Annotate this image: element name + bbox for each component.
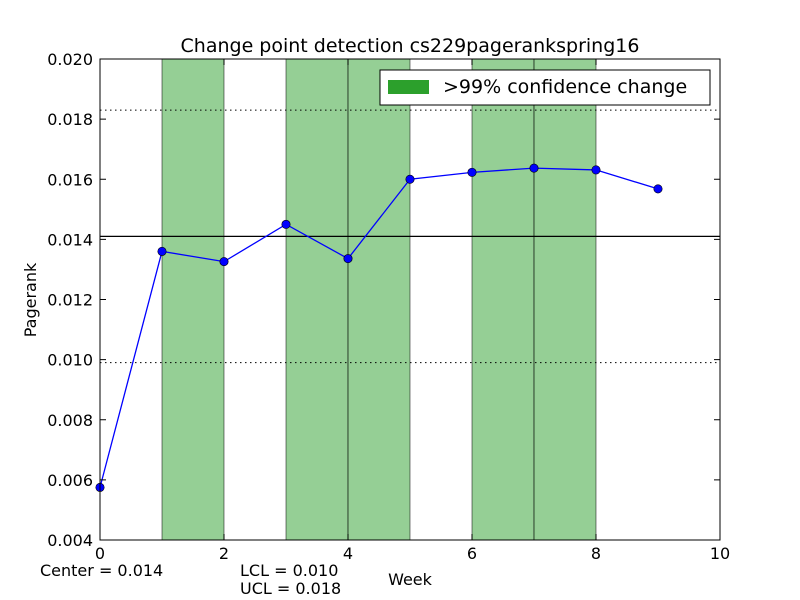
data-point-9 [653, 184, 663, 194]
ucl-annotation: UCL = 0.018 [240, 579, 341, 598]
lcl-annotation: LCL = 0.010 [240, 561, 338, 580]
y-tick-label-0: 0.004 [47, 531, 93, 550]
data-point-7 [529, 163, 539, 173]
y-axis-label: Pagerank [21, 262, 40, 337]
x-tick-label-5: 10 [710, 544, 730, 563]
y-tick-label-2: 0.008 [47, 411, 93, 430]
y-tick-label-1: 0.006 [47, 471, 93, 490]
change-region-0 [161, 58, 225, 541]
data-point-2 [219, 257, 229, 267]
reference-lines [100, 109, 720, 364]
y-tick-label-5: 0.014 [47, 230, 93, 249]
x-axis-label: Week [388, 570, 433, 589]
chart-title: Change point detection cs229pagerankspri… [181, 35, 640, 57]
change-region-2 [347, 58, 411, 541]
change-region-1 [285, 58, 349, 541]
legend-frame [379, 69, 711, 106]
data-point-1 [157, 246, 167, 256]
legend: >99% confidence change [379, 69, 711, 106]
y-tick-label-6: 0.016 [47, 170, 93, 189]
change-regions [161, 58, 597, 541]
y-tick-label-7: 0.018 [47, 110, 93, 129]
axis-ticks: 0 2 4 6 8 10 0.004 0.006 0.008 0.010 0.012 0.014 0.0… [47, 50, 730, 563]
x-tick-label-2: 4 [343, 544, 353, 563]
data-point-4 [343, 254, 353, 264]
center-annotation: Center = 0.014 [40, 561, 163, 580]
legend-swatch [388, 80, 429, 94]
y-tick-label-4: 0.012 [47, 291, 93, 310]
data-point-3 [281, 219, 291, 229]
change-region-4 [533, 58, 597, 541]
x-tick-label-0: 0 [95, 544, 105, 563]
data-point-5 [405, 174, 415, 184]
x-tick-label-3: 6 [467, 544, 477, 563]
change-region-3 [471, 58, 535, 541]
x-tick-label-4: 8 [591, 544, 601, 563]
x-tick-label-1: 2 [219, 544, 229, 563]
y-tick-label-3: 0.010 [47, 351, 93, 370]
legend-label: >99% confidence change [443, 76, 687, 98]
y-tick-label-8: 0.020 [47, 50, 93, 69]
data-point-6 [467, 167, 477, 177]
series-line-0 [99, 167, 659, 488]
series-layer [95, 163, 663, 492]
data-point-8 [591, 165, 601, 175]
